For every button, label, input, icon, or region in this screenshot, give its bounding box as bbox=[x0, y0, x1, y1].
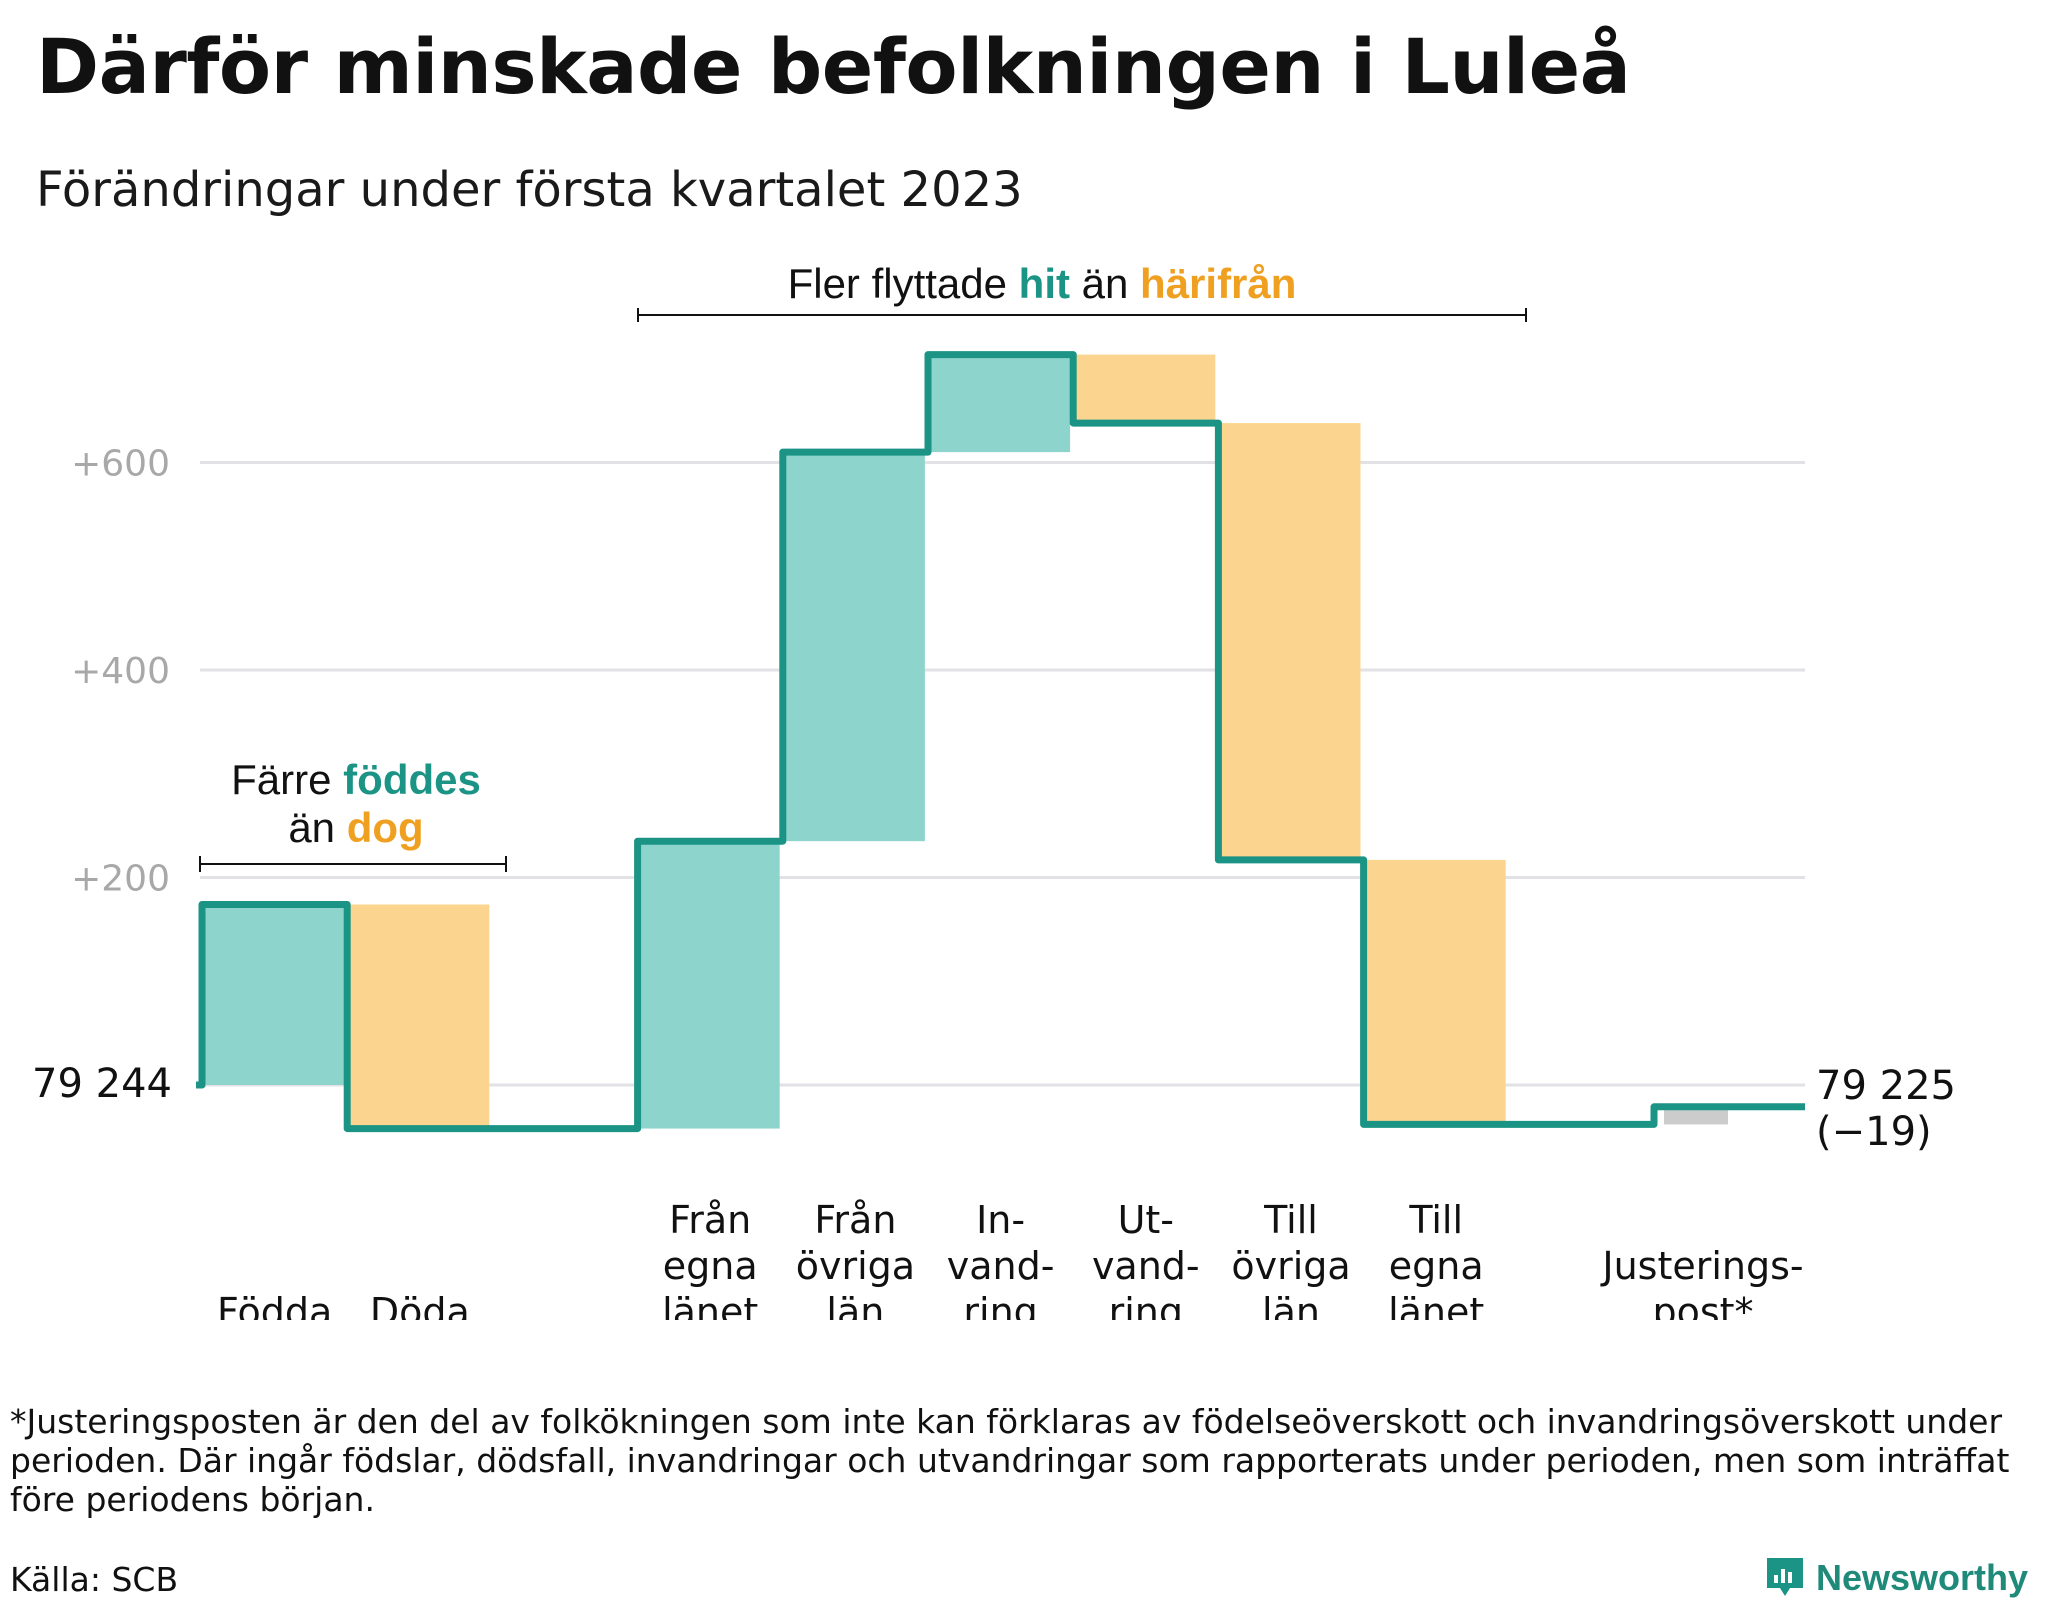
annotation-highlight-in: hit bbox=[1019, 260, 1070, 307]
bar-increase bbox=[640, 841, 780, 1129]
end-change-label: (−19) bbox=[1816, 1109, 1932, 1155]
y-tick-label: +400 bbox=[71, 651, 170, 692]
gridlines: +200 +400 +600 bbox=[71, 444, 1805, 1087]
category-label: vand- bbox=[1092, 1244, 1200, 1288]
chart-title: Därför minskade befolkningen i Luleå bbox=[36, 22, 1631, 111]
annotation-line1-prefix: Färre bbox=[231, 756, 343, 803]
category-label: Ut- bbox=[1118, 1198, 1174, 1242]
svg-text:Fler flyttade hit än härifrån: Fler flyttade hit än härifrån bbox=[788, 260, 1297, 307]
category-label: Från bbox=[669, 1198, 751, 1242]
category-label: län bbox=[826, 1290, 884, 1320]
y-tick-label: +200 bbox=[71, 859, 170, 900]
bar-adjustment bbox=[1664, 1106, 1728, 1125]
svg-text:Färre föddes: Färre föddes bbox=[231, 756, 481, 803]
start-value-label: 79 244 bbox=[32, 1061, 172, 1107]
category-label: Till bbox=[1408, 1198, 1463, 1242]
category-label: övriga bbox=[796, 1244, 915, 1288]
category-label: Från bbox=[814, 1198, 896, 1242]
category-label: ring bbox=[963, 1290, 1037, 1320]
annotation-highlight-out: härifrån bbox=[1140, 260, 1296, 307]
annotation-highlight-died: dog bbox=[347, 804, 424, 851]
category-labels: Födda DödaFrånegnalänetFrånövrigalänIn-va… bbox=[217, 1198, 1804, 1320]
bars bbox=[205, 354, 1728, 1129]
bar-increase bbox=[931, 354, 1071, 453]
annotation-highlight-born: föddes bbox=[343, 756, 481, 803]
category-label: länet bbox=[662, 1290, 758, 1320]
annotation-migration: Fler flyttade hit än härifrån bbox=[637, 260, 1527, 322]
category-label: Födda bbox=[217, 1290, 332, 1320]
bar-increase bbox=[785, 452, 925, 842]
category-label: Till bbox=[1263, 1198, 1318, 1242]
annotation-migration-middle: än bbox=[1070, 260, 1140, 307]
brand-logo: Newsworthy bbox=[1764, 1555, 2028, 1601]
category-label: egna bbox=[663, 1244, 758, 1288]
category-label: Justerings- bbox=[1600, 1244, 1803, 1288]
end-value-label: 79 225 bbox=[1816, 1063, 1956, 1109]
y-tick-label: +600 bbox=[71, 444, 170, 485]
annotation-bracket-migration bbox=[637, 308, 1527, 322]
population-step-line bbox=[196, 351, 1805, 1133]
category-label: övriga bbox=[1231, 1244, 1350, 1288]
category-label: vand- bbox=[947, 1244, 1055, 1288]
bar-decrease bbox=[1221, 423, 1361, 860]
newsworthy-icon bbox=[1766, 1558, 1803, 1596]
annotation-migration-prefix: Fler flyttade bbox=[788, 260, 1019, 307]
category-label: ring bbox=[1109, 1290, 1183, 1320]
annotation-bracket-births bbox=[199, 856, 507, 872]
category-label: Döda bbox=[370, 1290, 470, 1320]
category-label: post* bbox=[1652, 1290, 1753, 1320]
bar-decrease bbox=[1366, 859, 1506, 1125]
category-label: In- bbox=[976, 1198, 1025, 1242]
category-label: län bbox=[1262, 1290, 1320, 1320]
bar-decrease bbox=[1076, 354, 1216, 424]
category-label: länet bbox=[1388, 1290, 1484, 1320]
bar-increase bbox=[205, 904, 345, 1085]
source-label: Källa: SCB bbox=[10, 1560, 179, 1599]
waterfall-chart: +200+400+600 Födda DödaFrånegnalänetFrånö… bbox=[32, 260, 1956, 1320]
category-label: egna bbox=[1389, 1244, 1484, 1288]
bar-decrease bbox=[350, 904, 490, 1129]
annotation-births-deaths: Färre föddes än dog bbox=[199, 756, 507, 872]
footnote: *Justeringsposten är den del av folkökni… bbox=[10, 1402, 2010, 1519]
svg-text:än dog: än dog bbox=[288, 804, 423, 851]
annotation-line2-prefix: än bbox=[288, 804, 346, 851]
brand-name: Newsworthy bbox=[1815, 1557, 2028, 1598]
chart-subtitle: Förändringar under första kvartalet 2023 bbox=[36, 162, 1023, 218]
